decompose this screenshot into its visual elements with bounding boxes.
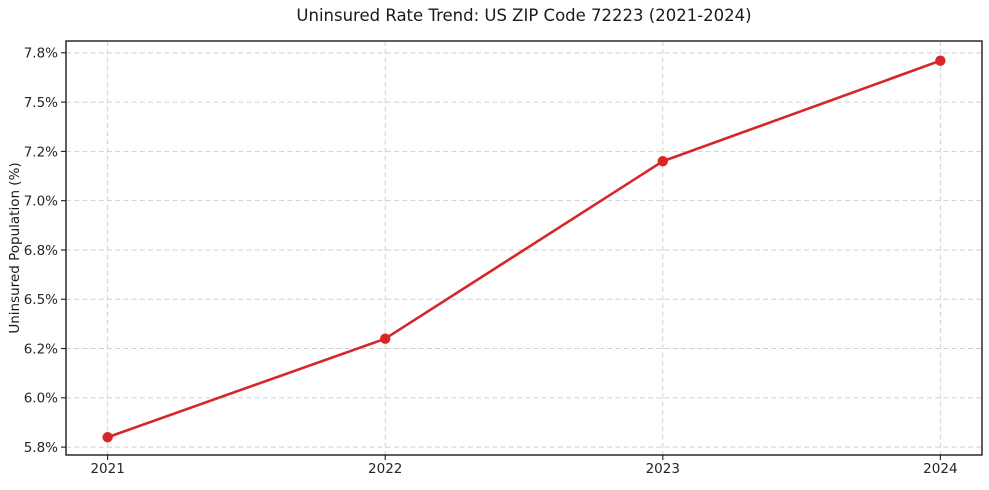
plot-border: [65, 40, 983, 456]
data-point-marker: [380, 333, 391, 344]
axis-ticks-layer: 5.8% 6.0% 6.2% 6.5% 6.8% 7.0% 7.2% 7.5% 7.8% 2021…: [24, 46, 958, 477]
data-point-marker: [657, 156, 668, 167]
x-tick-label: 2023: [646, 461, 680, 477]
y-tick-label: 5.8%: [24, 440, 58, 456]
x-tick-label: 2021: [90, 461, 124, 477]
y-tick-label: 6.5%: [24, 292, 58, 308]
y-tick-label: 7.5%: [24, 95, 58, 111]
y-axis-title: Uninsured Population (%): [7, 162, 23, 333]
gridlines-layer: [66, 41, 982, 455]
y-tick-label: 7.8%: [24, 46, 58, 62]
y-tick-label: 6.8%: [24, 243, 58, 259]
data-point-marker: [102, 432, 113, 443]
y-tick-label: 6.2%: [24, 341, 58, 357]
chart-title: Uninsured Rate Trend: US ZIP Code 72223 …: [296, 6, 751, 25]
y-tick-label: 6.0%: [24, 391, 58, 407]
x-tick-label: 2024: [923, 461, 957, 477]
y-tick-label: 7.0%: [24, 194, 58, 210]
x-tick-label: 2022: [368, 461, 402, 477]
data-series-layer: [102, 55, 946, 443]
data-point-marker: [935, 55, 946, 66]
series-line: [106, 59, 942, 439]
y-tick-label: 7.2%: [24, 144, 58, 160]
